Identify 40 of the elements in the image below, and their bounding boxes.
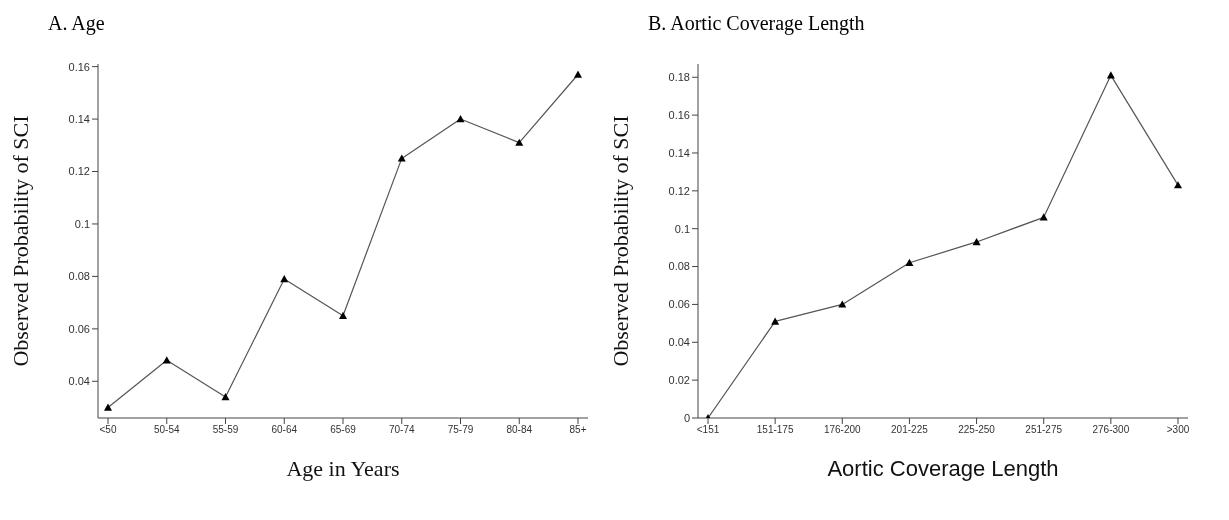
y-tick-label: 0.1 [674,222,690,235]
x-tick-label: 80-84 [506,424,533,436]
x-tick-label: 50-54 [153,424,180,436]
y-axis-title: Observed Probability of SCI [7,115,33,367]
x-tick-label: >300 [1166,424,1190,436]
y-tick-label: 0.06 [68,322,90,335]
chart-title: A. Age [48,12,105,35]
y-tick-label: 0.06 [668,298,690,311]
x-axis-title: Aortic Coverage Length [827,456,1059,481]
y-tick-label: 0 [683,411,690,424]
x-tick-label: 55-59 [212,424,239,436]
x-tick-label: 75-79 [447,424,474,436]
y-tick-label: 0.16 [68,60,90,73]
y-tick-label: 0.12 [68,165,90,178]
y-tick-label: 0.16 [668,109,690,122]
x-tick-label: 60-64 [271,424,298,436]
y-tick-label: 0.04 [668,336,690,349]
x-tick-label: 176-200 [823,424,862,436]
x-tick-label: 70-74 [388,424,415,436]
y-tick-label: 0.14 [668,146,690,159]
x-tick-label: <151 [696,424,720,436]
x-tick-label: 151-175 [756,424,794,436]
chart-title: B. Aortic Coverage Length [648,12,865,35]
y-tick-label: 0.08 [668,260,690,273]
x-tick-label: 65-69 [330,424,357,436]
y-tick-label: 0.14 [68,112,90,125]
x-tick-label: 251-275 [1025,424,1063,436]
y-tick-label: 0.1 [74,217,90,230]
x-tick-label: 276-300 [1092,424,1130,436]
x-tick-label: 201-225 [891,424,929,436]
y-tick-label: 0.08 [68,270,90,283]
y-tick-label: 0.12 [668,184,690,197]
x-axis-title: Age in Years [286,456,400,481]
y-tick-label: 0.02 [668,374,690,387]
x-tick-label: 225-250 [958,424,996,436]
x-tick-label: <50 [99,424,117,436]
y-tick-label: 0.04 [68,375,90,388]
y-tick-label: 0.18 [668,71,690,84]
x-tick-label: 85+ [569,424,587,436]
y-axis-title: Observed Probability of SCI [607,115,633,367]
